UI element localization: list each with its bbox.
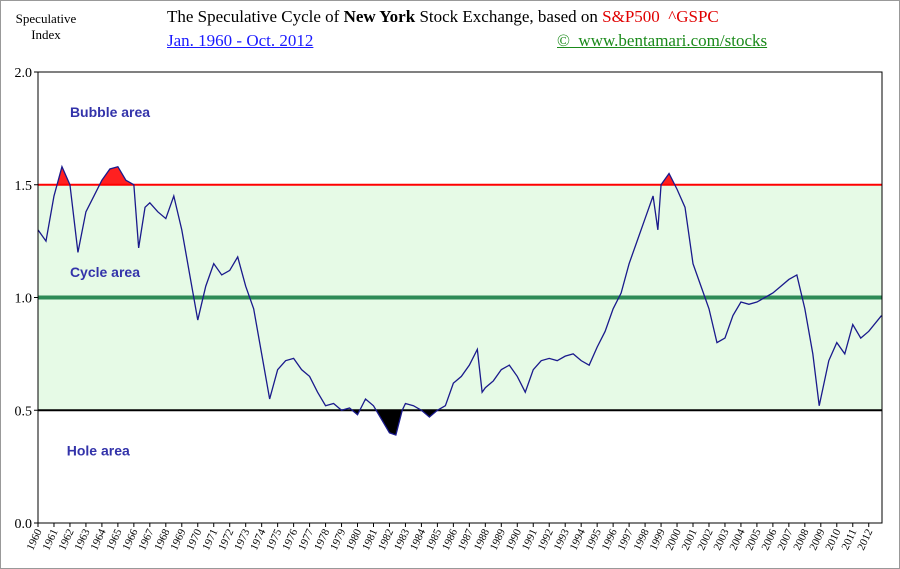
title-part: Stock Exchange, based on xyxy=(415,7,603,26)
title-part: New York xyxy=(343,7,416,26)
y-tick-label: 1.0 xyxy=(15,292,33,307)
y-tick-label: 0.0 xyxy=(15,517,33,532)
title: The Speculative Cycle of New York Stock … xyxy=(167,7,719,27)
title-part: S&P500 ^GSPC xyxy=(602,7,719,26)
line xyxy=(37,164,883,436)
threshold-fill xyxy=(38,166,882,185)
annotation: Bubble area xyxy=(70,104,150,120)
y-tick-label: 2.0 xyxy=(15,66,33,81)
credit: © www.bentamari.com/stocks xyxy=(557,31,768,50)
y-axis-label: Speculative Index xyxy=(15,11,77,42)
annotation: Hole area xyxy=(67,442,130,458)
title-part: The Speculative Cycle of xyxy=(167,7,344,26)
y-tick-label: 1.5 xyxy=(15,179,33,194)
annotation: Cycle area xyxy=(70,264,140,280)
plot-frame xyxy=(37,71,883,524)
y-tick-label: 0.5 xyxy=(15,404,33,419)
subtitle: Jan. 1960 - Oct. 2012 xyxy=(167,31,314,50)
x-tick-label: 2012 xyxy=(855,527,875,552)
